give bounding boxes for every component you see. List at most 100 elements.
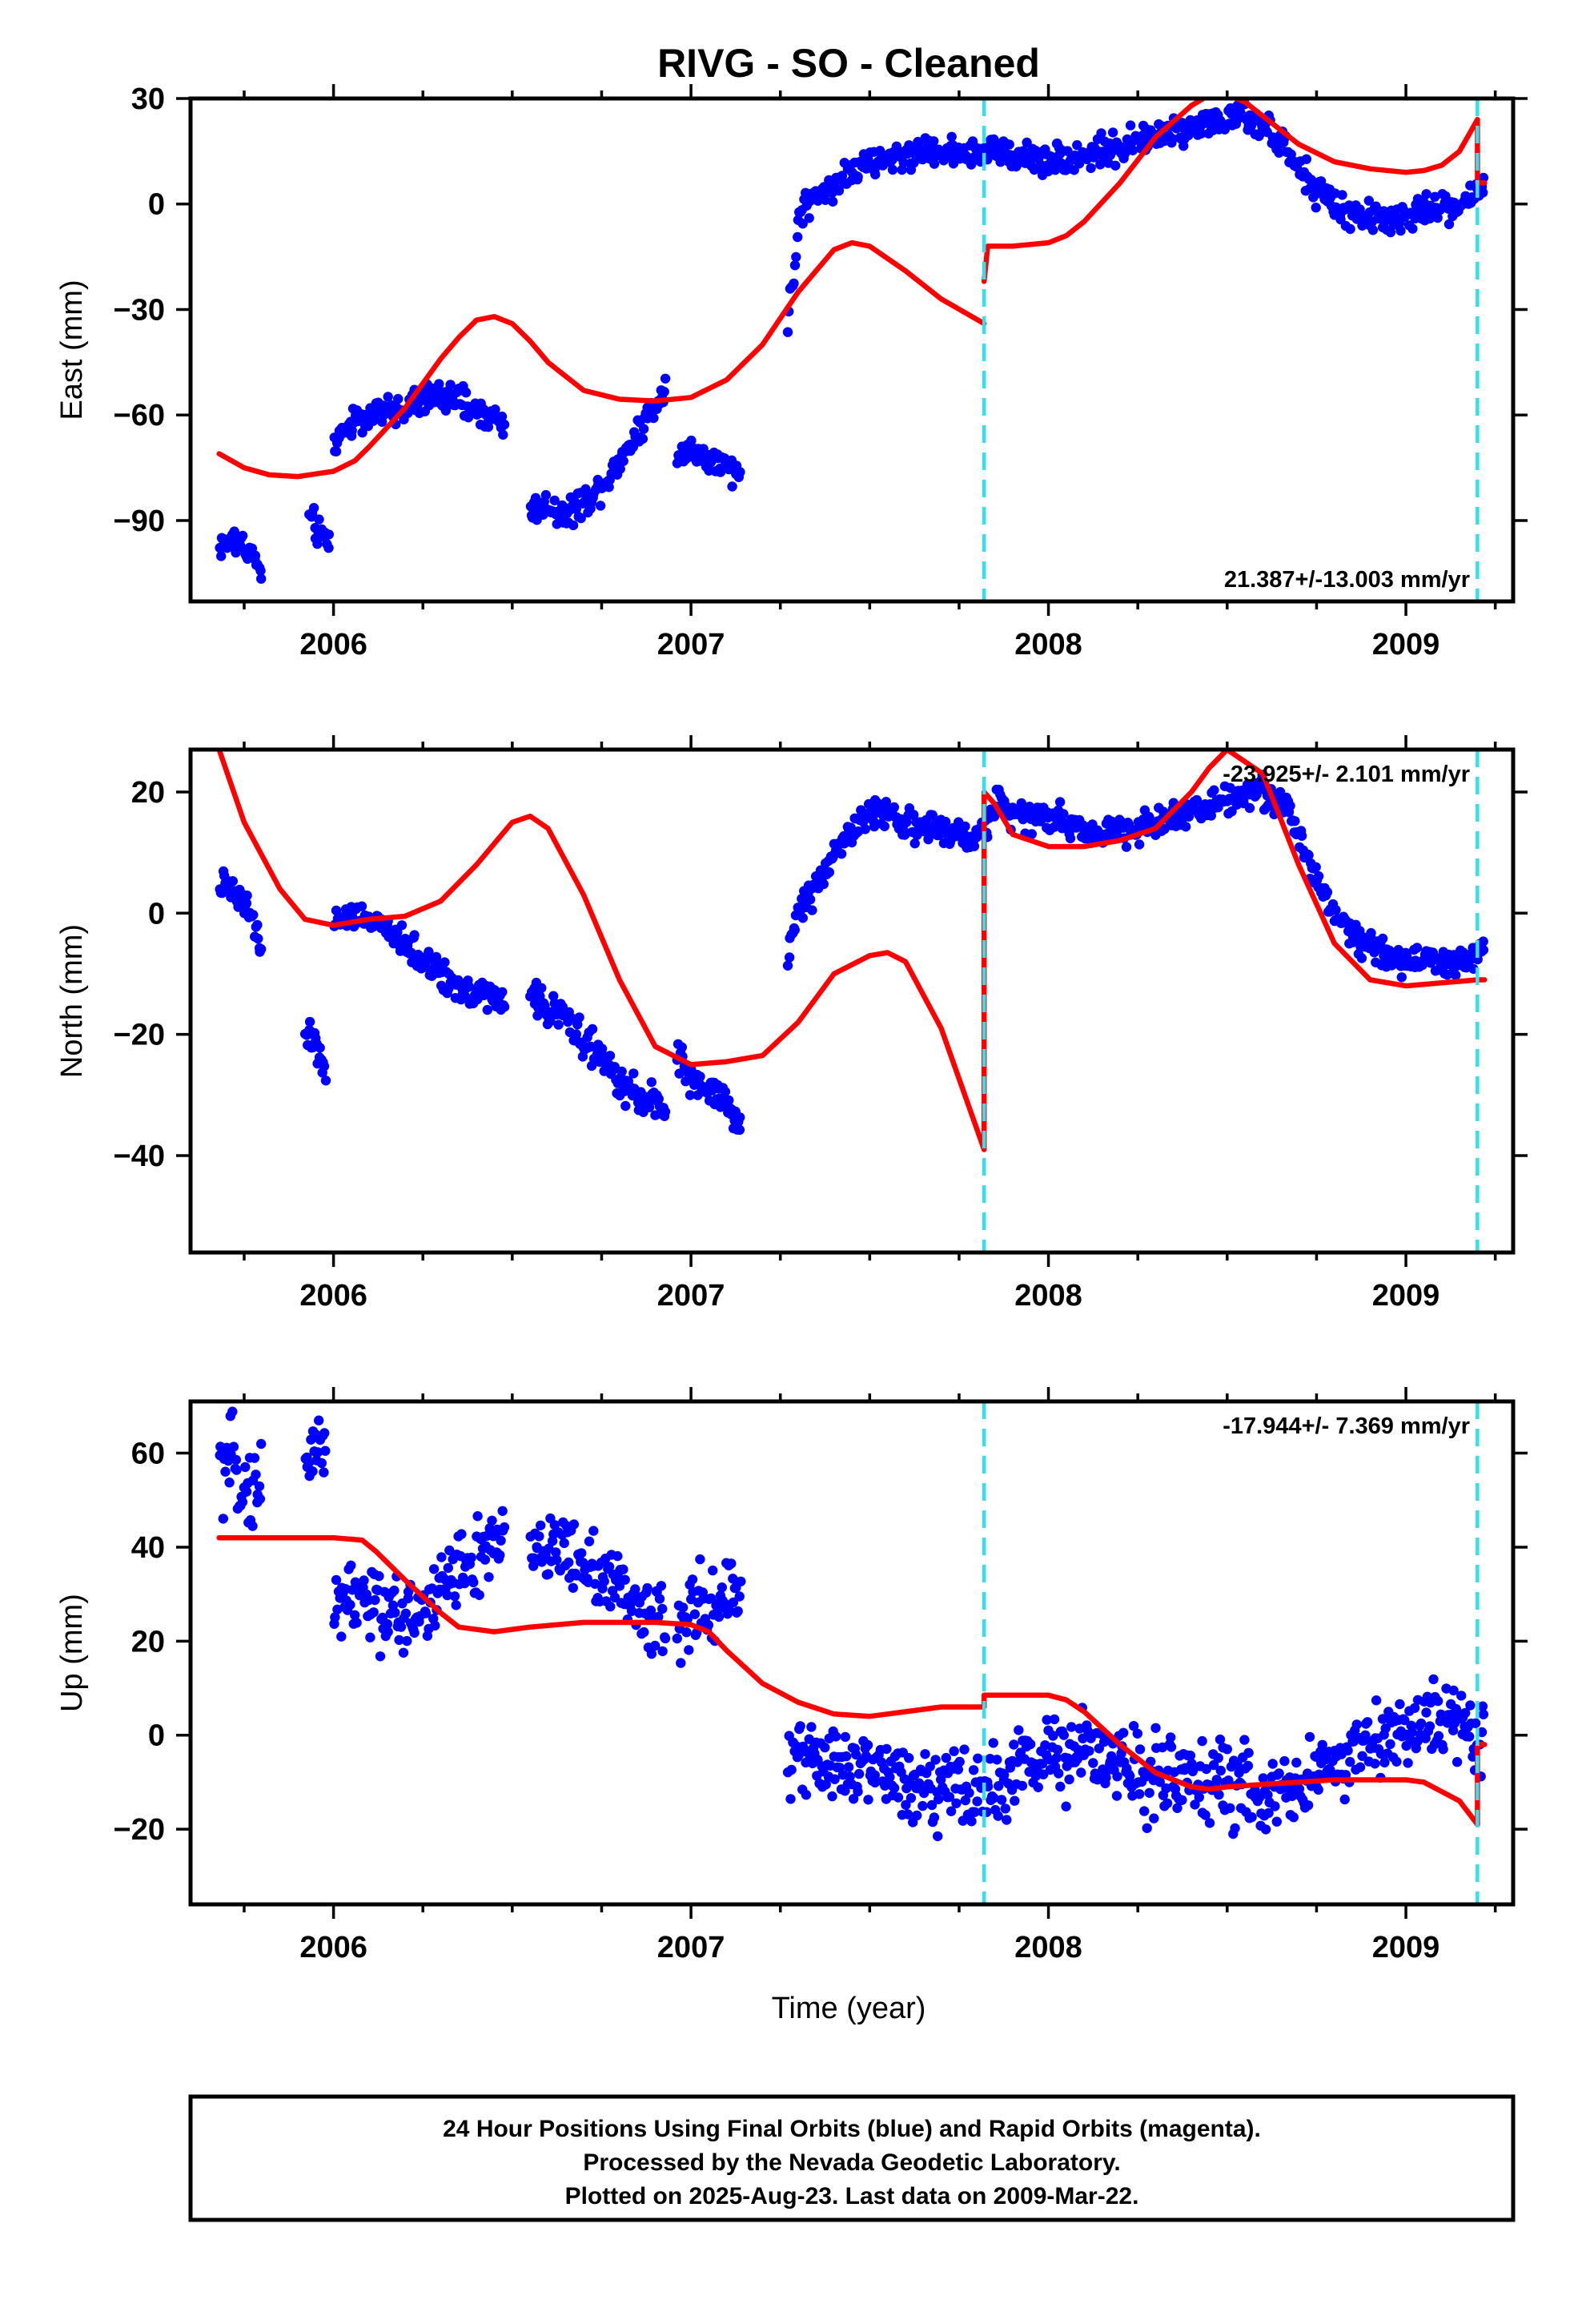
x-tick-label: 2007 <box>657 628 725 661</box>
data-point <box>1211 1775 1223 1785</box>
x-tick-label: 2009 <box>1372 1931 1440 1964</box>
data-point <box>660 1633 671 1644</box>
data-point <box>345 1599 355 1610</box>
data-point <box>913 1778 925 1788</box>
data-point <box>449 1591 460 1602</box>
data-point <box>229 526 239 537</box>
y-tick-label: 0 <box>148 897 165 931</box>
data-point <box>400 1608 412 1619</box>
data-point <box>1303 1800 1314 1811</box>
x-tick-label: 2006 <box>299 1931 367 1964</box>
data-point <box>370 1594 380 1606</box>
data-point <box>657 1646 668 1657</box>
data-point <box>785 1794 796 1804</box>
data-point <box>1055 1781 1066 1792</box>
model-fit-line <box>981 1692 1480 1827</box>
data-point <box>616 1066 627 1077</box>
data-point <box>609 1062 620 1072</box>
data-point <box>1251 789 1262 800</box>
data-point <box>1247 1811 1257 1823</box>
y-axis-label: East (mm) <box>55 279 89 420</box>
data-point <box>330 1612 340 1622</box>
data-point <box>1132 1728 1143 1739</box>
data-point <box>620 1100 631 1112</box>
data-point <box>659 387 669 397</box>
y-tick-label: −30 <box>114 293 165 327</box>
data-point <box>1403 1758 1413 1768</box>
data-point <box>1396 972 1407 983</box>
data-point <box>1438 1744 1448 1755</box>
data-point <box>1185 1751 1196 1761</box>
data-point <box>307 1466 318 1477</box>
data-point <box>1432 1695 1443 1707</box>
data-point <box>1076 1767 1086 1778</box>
data-point <box>1411 943 1423 953</box>
data-point <box>830 1731 841 1742</box>
data-point <box>303 1458 314 1468</box>
data-point <box>1243 1760 1254 1771</box>
velocity-annotation: 21.387+/-13.003 mm/yr <box>1224 567 1470 593</box>
data-point <box>797 219 808 229</box>
data-point <box>543 1569 554 1579</box>
data-point <box>568 520 579 531</box>
data-point <box>1213 1753 1223 1763</box>
data-point <box>237 1497 248 1507</box>
data-point <box>1385 227 1396 238</box>
data-point <box>351 1618 362 1628</box>
data-point <box>689 1609 701 1619</box>
data-point <box>228 1441 239 1452</box>
data-point <box>1134 1789 1145 1799</box>
data-point <box>482 1004 492 1015</box>
data-point <box>255 1494 266 1505</box>
data-point <box>970 1807 980 1817</box>
data-point <box>1166 1732 1176 1743</box>
data-point <box>703 1620 714 1630</box>
data-point <box>953 1764 964 1775</box>
data-point <box>227 876 238 887</box>
data-point <box>909 838 920 849</box>
data-point <box>843 1762 854 1772</box>
data-point <box>1239 1735 1250 1745</box>
data-point <box>1274 147 1284 158</box>
data-point <box>1232 1759 1243 1770</box>
data-point <box>870 169 881 180</box>
data-point <box>590 1578 600 1590</box>
data-point <box>1150 1723 1161 1733</box>
data-point <box>382 1618 393 1630</box>
data-point <box>220 1466 231 1477</box>
data-point <box>498 429 508 440</box>
data-point <box>604 1051 616 1061</box>
data-point <box>1407 223 1418 234</box>
data-point <box>934 1794 944 1804</box>
data-point <box>1058 1730 1070 1740</box>
data-point <box>248 910 259 920</box>
data-point <box>989 1792 999 1803</box>
plot-area-up <box>215 1401 1489 1904</box>
data-point <box>375 1651 386 1662</box>
data-point <box>841 1751 852 1762</box>
data-point <box>1116 1748 1126 1759</box>
data-point <box>646 1649 657 1659</box>
data-point <box>676 1658 686 1668</box>
data-point <box>927 810 938 820</box>
data-point <box>1311 862 1321 873</box>
data-point <box>1052 1744 1063 1755</box>
data-point <box>1301 154 1312 164</box>
data-point <box>451 1600 461 1610</box>
data-point <box>656 1581 667 1591</box>
data-point <box>472 1511 483 1522</box>
data-point <box>946 1806 957 1816</box>
data-point <box>251 1470 261 1480</box>
data-point <box>254 1481 265 1492</box>
data-point <box>618 1564 628 1574</box>
data-point <box>336 1631 347 1642</box>
data-point <box>695 1554 705 1565</box>
data-point <box>1291 1757 1302 1768</box>
data-point <box>1033 1782 1043 1792</box>
data-point <box>252 919 263 931</box>
data-point <box>820 195 831 205</box>
data-point <box>672 1633 682 1644</box>
data-point <box>392 927 403 938</box>
data-points-up <box>215 1406 1489 1842</box>
data-point <box>1096 128 1106 139</box>
